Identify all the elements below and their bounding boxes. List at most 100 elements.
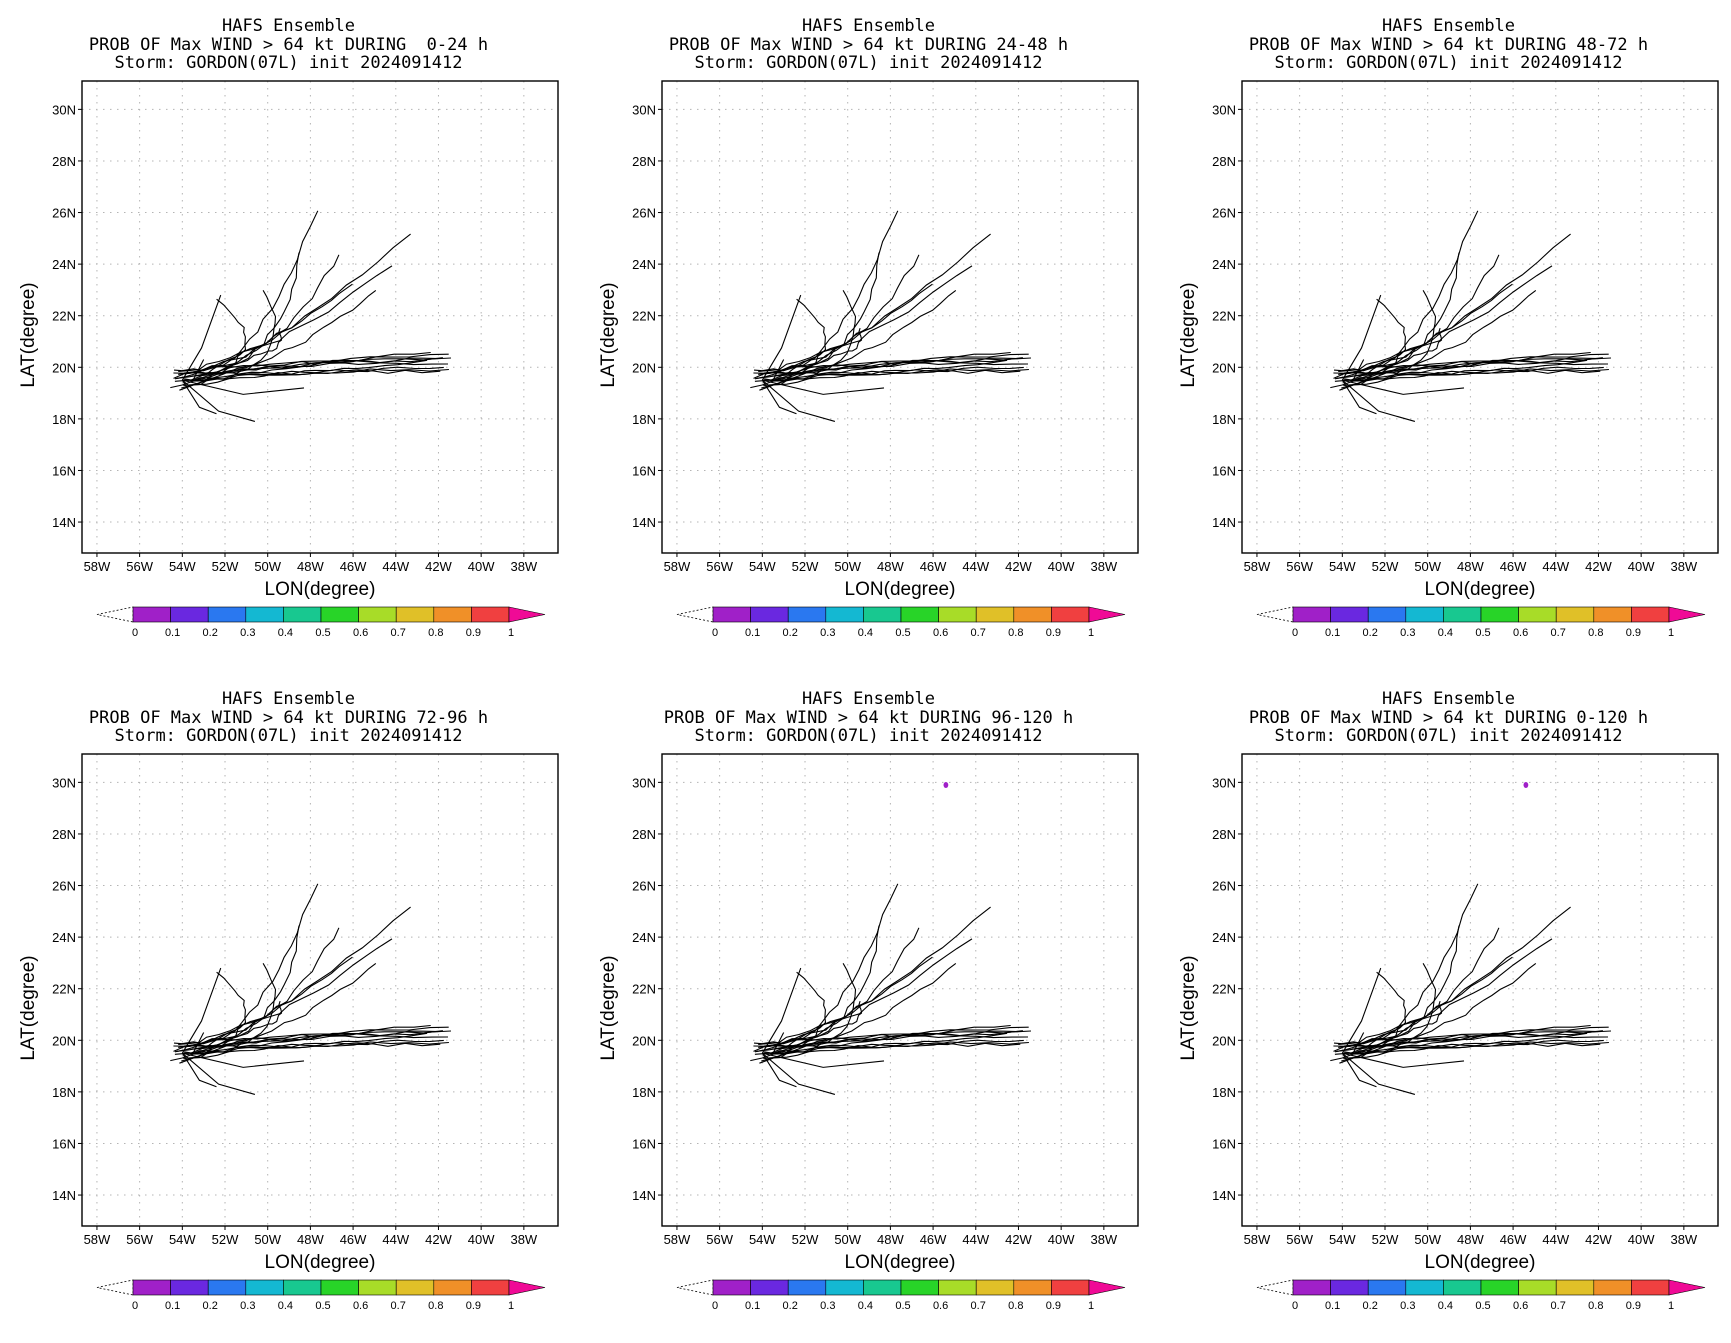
colorbar-label: 0 [712, 627, 718, 639]
lat-tick-label: 30N [1212, 775, 1236, 790]
lon-tick-label: 48W [1457, 1232, 1484, 1247]
ensemble-track [1333, 353, 1609, 372]
lat-tick-label: 22N [632, 982, 656, 997]
lon-tick-label: 38W [1090, 1232, 1117, 1247]
ensemble-track [761, 379, 836, 422]
colorbar-segment [1631, 1279, 1670, 1296]
ensemble-track [1352, 1030, 1599, 1050]
lon-tick-label: 54W [1329, 559, 1356, 574]
lat-tick-label: 18N [632, 412, 656, 427]
colorbar-label: 0.3 [820, 627, 835, 639]
colorbar-segment [1443, 1279, 1482, 1296]
lon-tick-label: 46W [340, 1232, 367, 1247]
lon-tick-label: 40W [1628, 559, 1655, 574]
ensemble-track [1341, 379, 1416, 422]
lat-tick-label: 18N [632, 1085, 656, 1100]
lon-tick-label: 46W [340, 559, 367, 574]
gridlines [662, 754, 1138, 1226]
colorbar-label: 0.4 [1438, 627, 1453, 639]
ensemble-track [1350, 883, 1479, 1054]
lat-tick-label: 20N [632, 1033, 656, 1048]
probability-spot [1523, 781, 1529, 788]
ensemble-track [1352, 1041, 1609, 1048]
ensemble-track [190, 883, 319, 1054]
lon-tick-label: 50W [254, 1232, 281, 1247]
lat-tick-label: 14N [1212, 1188, 1236, 1203]
colorbar-label: 0.9 [466, 1300, 481, 1312]
colorbar-under-arrow [1256, 606, 1294, 623]
lon-tick-label: 56W [126, 1232, 153, 1247]
colorbar-label: 0.8 [428, 627, 443, 639]
ensemble-track [770, 883, 899, 1054]
lat-tick-label: 22N [52, 309, 76, 324]
x-axis-label: LON(degree) [1425, 579, 1536, 600]
colorbar-segment [1555, 1279, 1595, 1296]
lon-tick-label: 52W [212, 559, 239, 574]
colorbar-label: 1 [1668, 627, 1674, 639]
lon-tick-label: 46W [1500, 559, 1527, 574]
lon-tick-label: 50W [834, 559, 861, 574]
ensemble-tracks [1330, 210, 1612, 422]
colorbar-segment [170, 1279, 209, 1296]
ensemble-track [762, 1032, 785, 1054]
colorbar-label: 0.4 [858, 627, 873, 639]
lat-tick-label: 16N [632, 463, 656, 478]
colorbar-label: 0.6 [933, 627, 948, 639]
colorbar-label: 0.9 [1046, 1300, 1061, 1312]
lon-tick-label: 46W [1500, 1232, 1527, 1247]
colorbar-label: 0.6 [1513, 627, 1528, 639]
colorbar-label: 0 [132, 1300, 138, 1312]
ensemble-track [192, 1041, 449, 1048]
ensemble-track [181, 1052, 256, 1095]
colorbar-segment [900, 1279, 939, 1296]
colorbar-segment [1480, 1279, 1519, 1296]
lat-tick-label: 20N [52, 1033, 76, 1048]
lon-tick-label: 54W [1329, 1232, 1356, 1247]
plot-frame [661, 80, 1139, 554]
lon-tick-label: 38W [1090, 559, 1117, 574]
colorbar-segment [358, 606, 397, 623]
colorbar-label: 0.7 [1551, 627, 1566, 639]
lon-tick-label: 42W [1585, 559, 1612, 574]
lat-tick-label: 14N [632, 1188, 656, 1203]
lon-tick-label: 44W [962, 559, 989, 574]
lon-tick-label: 54W [749, 559, 776, 574]
ensemble-track [761, 1052, 836, 1095]
colorbar-label: 0.2 [1363, 627, 1378, 639]
map-panel: HAFS Ensemble PROB OF Max WIND > 64 kt DU… [1160, 673, 1731, 1343]
colorbar-segment [320, 1279, 359, 1296]
lat-tick-label: 28N [632, 154, 656, 169]
colorbar-label: 0 [1292, 627, 1298, 639]
ensemble-track [1342, 379, 1465, 395]
lat-tick-label: 20N [632, 360, 656, 375]
ensemble-track [1334, 252, 1460, 382]
colorbar-label: 0.5 [315, 627, 330, 639]
ensemble-track [763, 289, 957, 386]
ensemble-track [758, 233, 991, 372]
colorbar-label: 0.6 [1513, 1300, 1528, 1312]
colorbar-segment [1292, 1279, 1331, 1296]
y-axis-label: LAT(degree) [18, 282, 39, 387]
colorbar-label: 1 [508, 627, 514, 639]
y-axis-label: LAT(degree) [1178, 282, 1199, 387]
colorbar-label: 0.6 [933, 1300, 948, 1312]
colorbar-label: 0.5 [1475, 627, 1490, 639]
ensemble-track [1334, 925, 1460, 1055]
colorbar-segment [207, 606, 247, 623]
colorbar-label: 0.9 [1626, 1300, 1641, 1312]
lat-tick-label: 26N [632, 879, 656, 894]
colorbar-segment [132, 1279, 171, 1296]
panel-storm-line: Storm: GORDON(07L) init 2024091412 [1274, 726, 1623, 746]
colorbar-label: 1 [508, 1300, 514, 1312]
colorbar-under-arrow [676, 1279, 714, 1296]
lon-tick-label: 58W [84, 559, 111, 574]
ensemble-track [753, 1026, 1029, 1045]
ensemble-track [178, 233, 411, 372]
y-axis-label: LAT(degree) [1178, 955, 1199, 1060]
colorbar-label: 0.3 [820, 1300, 835, 1312]
colorbar-over-arrow [508, 606, 546, 623]
lon-tick-label: 42W [425, 559, 452, 574]
ensemble-track [183, 289, 377, 386]
lat-tick-label: 26N [1212, 879, 1236, 894]
ensemble-track [1342, 359, 1365, 381]
